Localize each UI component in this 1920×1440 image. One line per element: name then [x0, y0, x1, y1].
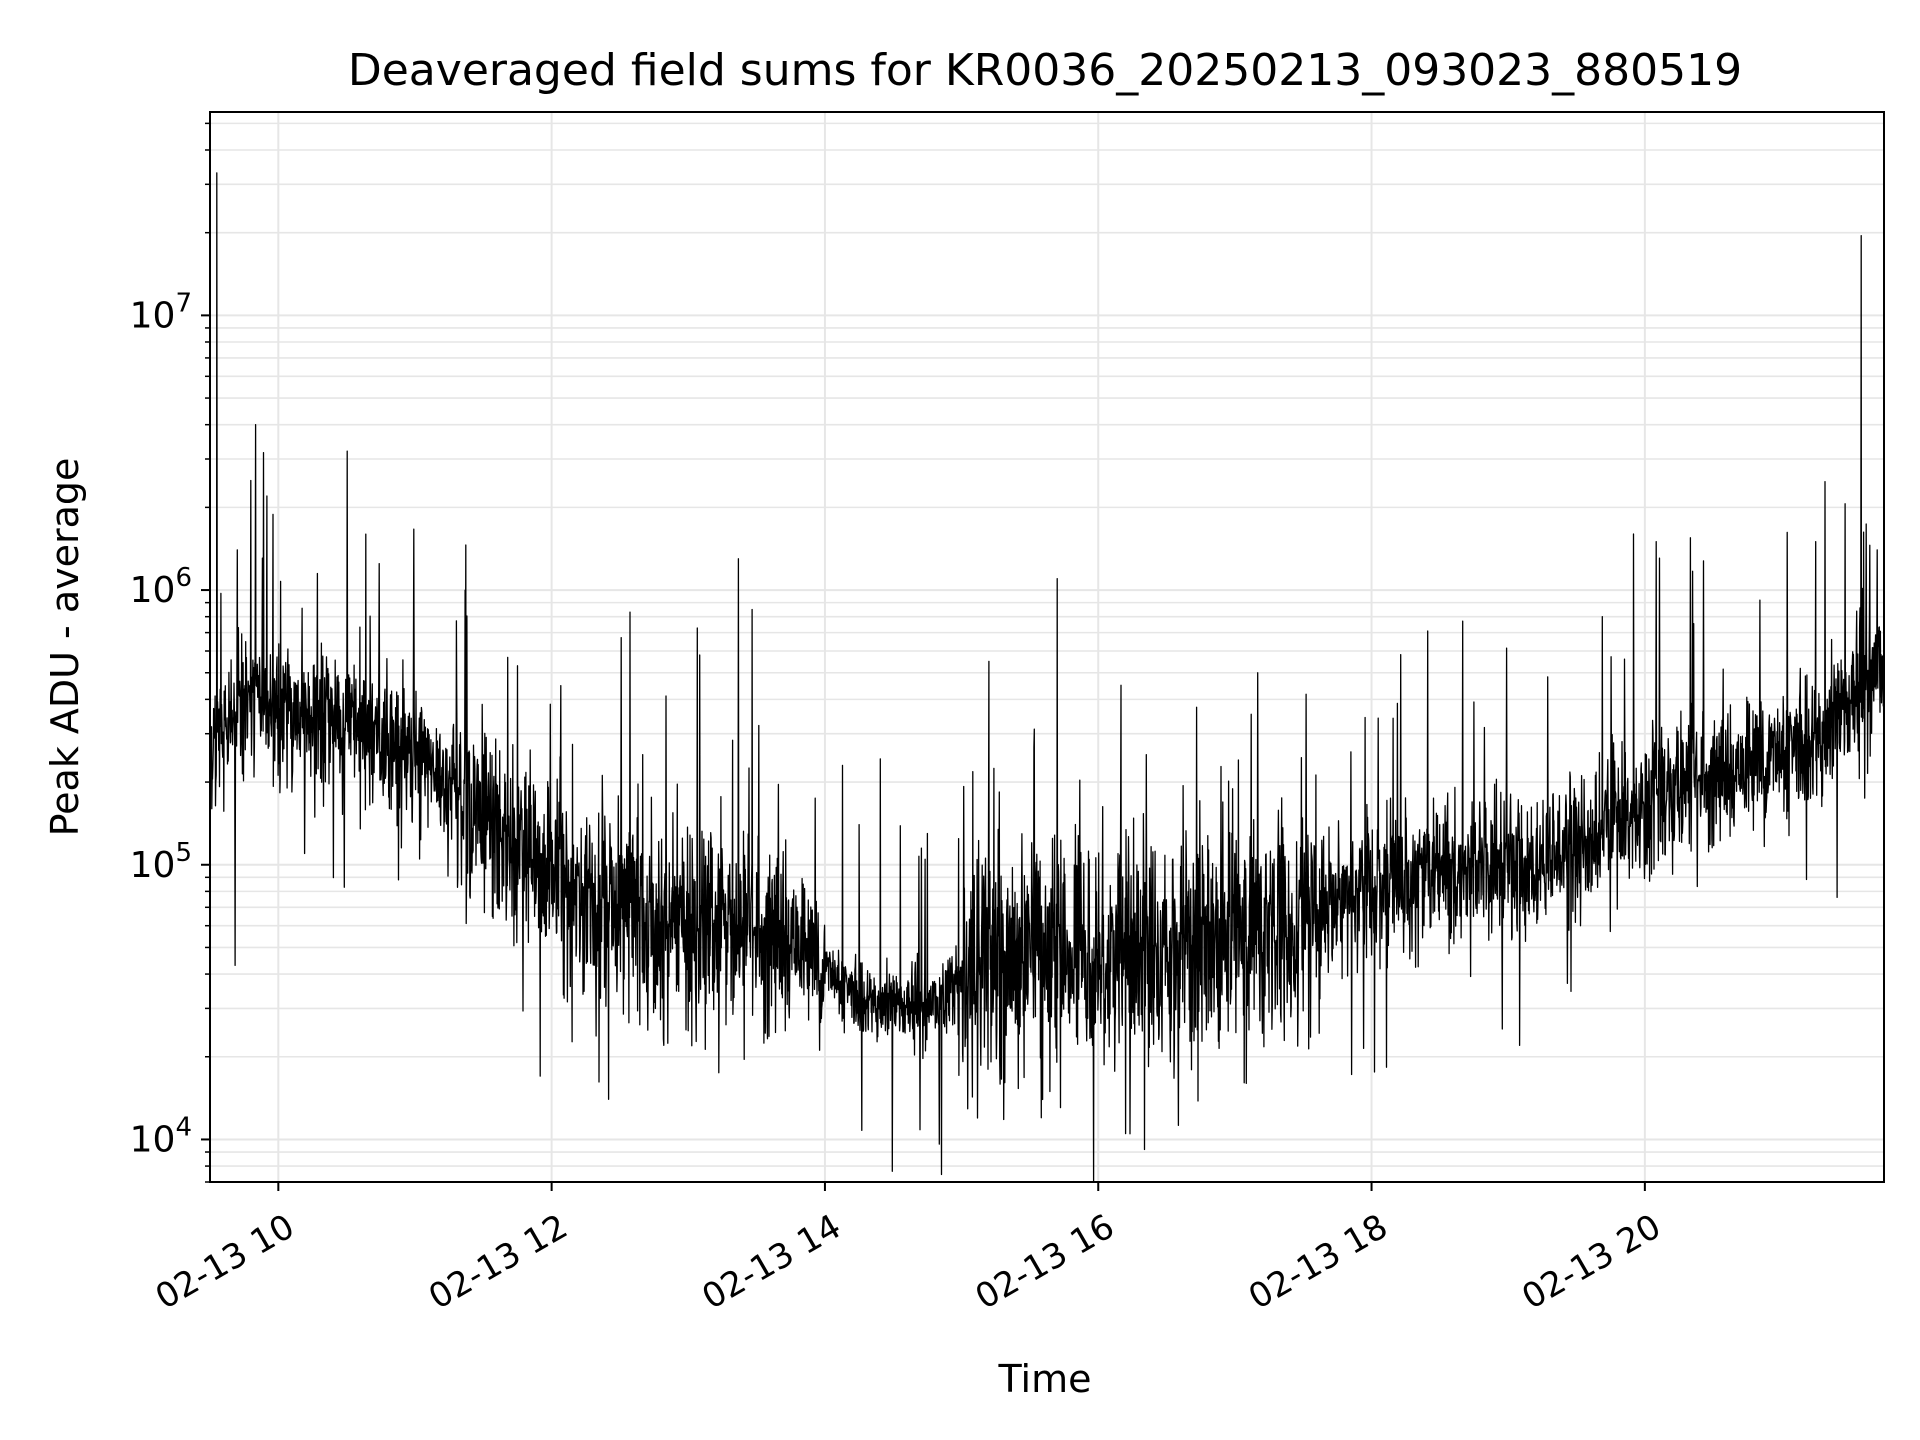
- y-tick-label: 107: [130, 288, 192, 336]
- y-tick-label: 106: [130, 563, 192, 611]
- plot-area: [209, 172, 1885, 1182]
- y-tick-label: 104: [130, 1112, 192, 1160]
- x-tick-label: 02-13 10: [149, 1207, 301, 1318]
- series-line: [209, 172, 1885, 1182]
- x-tick-label: 02-13 20: [1515, 1207, 1667, 1318]
- x-tick-label: 02-13 14: [695, 1207, 847, 1318]
- y-tick-label: 105: [130, 838, 192, 886]
- x-tick-label: 02-13 12: [422, 1207, 574, 1318]
- x-axis-label: Time: [998, 1357, 1092, 1401]
- axes-frame: [209, 111, 1885, 1183]
- chart-title: Deaveraged field sums for KR0036_2025021…: [348, 45, 1742, 96]
- y-axis-label: Peak ADU - average: [43, 458, 87, 837]
- x-tick-label: 02-13 16: [969, 1207, 1121, 1318]
- x-tick-label: 02-13 18: [1242, 1207, 1394, 1318]
